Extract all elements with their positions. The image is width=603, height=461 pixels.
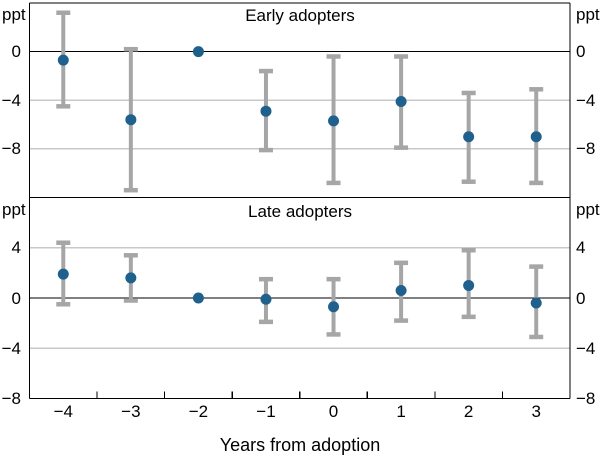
panel-title-late-adopters: Late adopters — [248, 202, 352, 221]
data-point — [57, 268, 69, 280]
data-point — [125, 272, 137, 284]
y-tick-label-right: 0 — [576, 288, 586, 308]
y-tick-label-right: 0 — [576, 42, 586, 62]
data-point — [463, 279, 475, 291]
y-tick-label-left: 0 — [11, 288, 21, 308]
unit-label-right: ppt — [576, 5, 600, 24]
data-point — [260, 293, 272, 305]
panel-title-early-adopters: Early adopters — [245, 6, 355, 25]
unit-label-left: ppt — [2, 5, 26, 24]
y-tick-label-left: −4 — [1, 90, 21, 110]
y-tick-label-left: 4 — [11, 238, 21, 258]
data-point — [57, 54, 69, 66]
x-tick-label: −1 — [256, 402, 276, 421]
unit-label-left: ppt — [2, 199, 26, 219]
y-tick-label-right: −8 — [576, 389, 596, 408]
y-tick-label-right: −8 — [576, 139, 596, 159]
x-tick-label: 3 — [531, 402, 541, 421]
x-tick-label: −4 — [53, 402, 73, 421]
data-point — [530, 131, 542, 143]
x-tick-label: 1 — [396, 402, 406, 421]
data-point — [395, 284, 407, 296]
y-tick-label-right: −4 — [576, 90, 596, 110]
data-point — [260, 105, 272, 117]
data-point — [125, 114, 137, 126]
data-point — [530, 297, 542, 309]
y-tick-label-right: −4 — [576, 338, 596, 358]
y-tick-label-left: −4 — [1, 338, 21, 358]
x-tick-label: −2 — [188, 402, 209, 421]
data-point — [463, 131, 475, 143]
data-point — [192, 46, 204, 58]
x-tick-label: 2 — [463, 402, 474, 421]
x-tick-label: 0 — [328, 402, 339, 421]
y-tick-label-left: −8 — [1, 139, 21, 159]
unit-label-right: ppt — [576, 199, 600, 219]
y-tick-label-left: −8 — [1, 389, 21, 408]
x-tick-label: −3 — [121, 402, 141, 421]
data-point — [395, 95, 407, 107]
y-tick-label-right: 4 — [576, 238, 586, 258]
data-point — [328, 301, 340, 313]
data-point — [192, 292, 204, 304]
y-tick-label-left: 0 — [11, 42, 21, 62]
data-point — [328, 115, 340, 127]
x-axis-title: Years from adoption — [219, 435, 381, 455]
